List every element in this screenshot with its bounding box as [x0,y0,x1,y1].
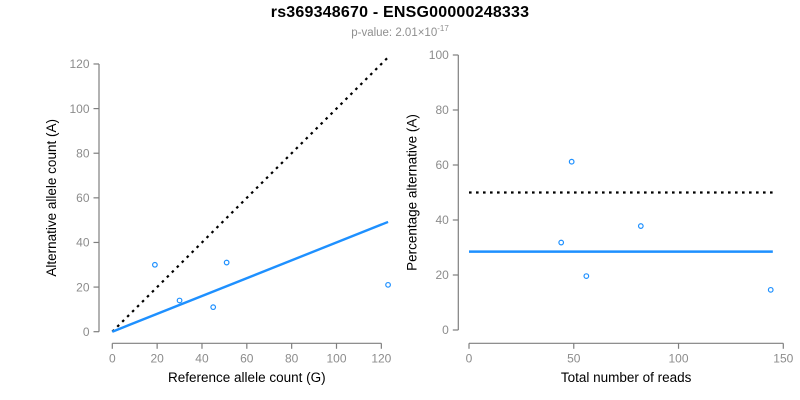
y-tick-label: 20 [435,268,449,282]
y-tick-label: 0 [83,325,90,339]
y-tick-label: 60 [435,158,449,172]
identity-reference-line [111,56,389,333]
y-tick-label: 20 [76,280,90,294]
y-tick-label: 100 [69,102,89,116]
data-point [385,281,391,288]
right-panel: 0 20 40 60 80 100 0 50 100 150 Total number of rea… [404,48,793,385]
x-tick-label: 40 [195,351,209,365]
data-point [568,158,575,165]
data-point [223,259,230,266]
x-axis-title: Total number of reads [561,370,692,385]
data-point [558,239,565,246]
x-tick-label: 100 [326,351,346,365]
y-tick-label: 80 [76,146,90,160]
y-tick-label: 40 [76,236,90,250]
y-tick-label: 120 [69,57,89,71]
x-tick-label: 50 [567,351,581,365]
y-tick-label: 100 [429,48,449,62]
page-title: rs369348670 - ENSG00000248333 [270,4,530,21]
y-tick-label: 0 [442,323,449,337]
data-point [637,223,644,229]
x-tick-label: 0 [109,351,116,365]
x-tick-label: 20 [150,351,164,365]
y-axis-title: Alternative allele count (A) [44,119,59,277]
x-tick-label: 80 [285,351,299,365]
x-tick-label: 120 [371,351,391,365]
y-tick-label: 40 [435,213,449,227]
pvalue-text: p-value: 2.01×10 [351,26,438,39]
x-tick-label: 0 [466,351,473,365]
left-panel: 0 20 40 60 80 100 120 0 20 40 60 80 100 120 Reference … [44,56,392,385]
x-axis-title: Reference allele count (G) [168,370,326,385]
fitted-ratio-line [111,220,389,333]
data-point [210,304,217,311]
data-point [583,273,590,280]
x-tick-label: 60 [240,351,254,365]
x-tick-label: 100 [669,351,689,365]
y-axis-title: Percentage alternative (A) [404,114,419,271]
data-point [767,286,774,293]
x-tick-label: 150 [773,351,793,365]
data-point [176,297,183,304]
pvalue-exponent: -17 [437,24,449,33]
data-point [151,261,158,268]
y-tick-label: 80 [435,103,449,117]
y-tick-label: 60 [76,191,90,205]
pvalue-subtitle: p-value: 2.01×10-17 [0,24,800,39]
